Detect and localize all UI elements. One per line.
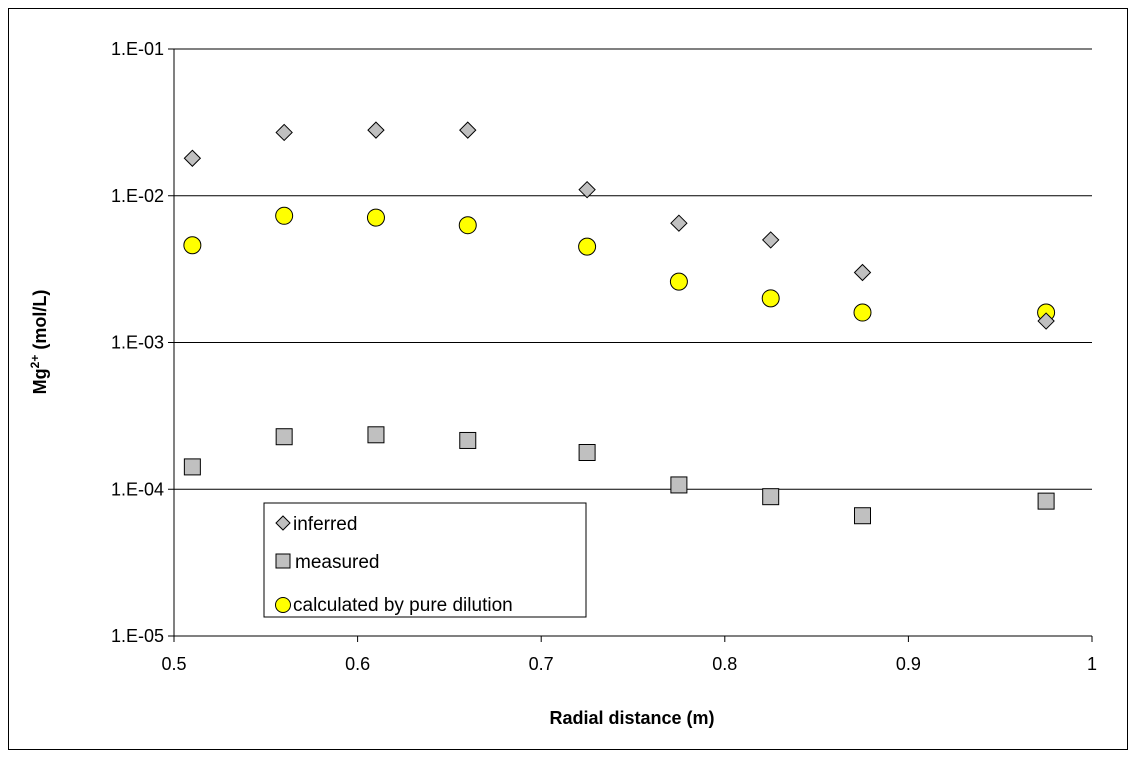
point-measured (367, 426, 385, 444)
x-tick-label: 0.6 (345, 654, 370, 674)
point-calculated (853, 303, 872, 322)
point-measured (578, 444, 596, 462)
point-calculated (183, 236, 202, 255)
y-axis-title-rest: (mol/L) (30, 290, 50, 355)
chart-frame (8, 8, 1128, 750)
point-inferred (275, 123, 293, 142)
y-axis-title-main: Mg (30, 368, 50, 394)
point-calculated (578, 237, 597, 256)
point-measured (762, 488, 780, 506)
x-tick-label: 1 (1087, 654, 1097, 674)
x-tick-label: 0.9 (896, 654, 921, 674)
legend-square-marker (275, 553, 291, 569)
point-inferred (367, 121, 385, 139)
y-axis-title-superscript: 2+ (28, 355, 42, 369)
legend-label-calculated: calculated by pure dilution (293, 595, 513, 616)
point-inferred (670, 214, 688, 232)
gridlines (174, 48, 1092, 490)
x-tick-label: 0.8 (712, 654, 737, 674)
point-inferred (183, 149, 202, 167)
point-measured (670, 476, 688, 494)
legend-label-inferred: inferred (293, 514, 357, 535)
legend-label-measured: measured (295, 552, 380, 573)
point-calculated (458, 216, 477, 235)
x-axis-title: Radial distance (m) (549, 708, 714, 728)
point-calculated (275, 206, 294, 225)
legend-box (263, 502, 587, 618)
axes (168, 48, 1093, 642)
point-measured (459, 431, 477, 449)
point-measured (275, 428, 293, 446)
legend-item-measured: measured (275, 552, 380, 573)
legend-item-inferred: inferred (275, 514, 357, 535)
y-tick-label: 1.E-05 (111, 626, 164, 646)
y-tick-label: 1.E-01 (111, 39, 164, 59)
point-inferred (853, 263, 872, 282)
point-calculated (669, 272, 688, 291)
y-axis-title: Mg2+ (mol/L) (28, 290, 50, 395)
y-tick-label: 1.E-03 (111, 333, 164, 353)
point-measured (1037, 492, 1055, 510)
x-tick-label: 0.7 (529, 654, 554, 674)
data-points (183, 121, 1056, 525)
point-calculated (761, 289, 780, 308)
legend-item-calculated: calculated by pure dilution (275, 595, 513, 616)
point-inferred (761, 231, 780, 249)
legend-circle-marker (275, 597, 291, 613)
point-measured (854, 507, 871, 525)
point-calculated (366, 208, 385, 227)
y-tick-label: 1.E-04 (111, 479, 164, 499)
legend: inferred measured calculated by pure dil… (263, 502, 587, 618)
point-inferred (1037, 312, 1055, 330)
point-inferred (459, 121, 477, 139)
x-tick-label: 0.5 (161, 654, 186, 674)
point-inferred (578, 180, 596, 199)
y-tick-label: 1.E-02 (111, 186, 164, 206)
legend-diamond-marker (275, 515, 291, 531)
point-measured (183, 458, 201, 476)
tick-labels: 1.E-01 1.E-02 1.E-03 1.E-04 1.E-05 0.5 0.6 0.7 0… (111, 39, 1097, 674)
